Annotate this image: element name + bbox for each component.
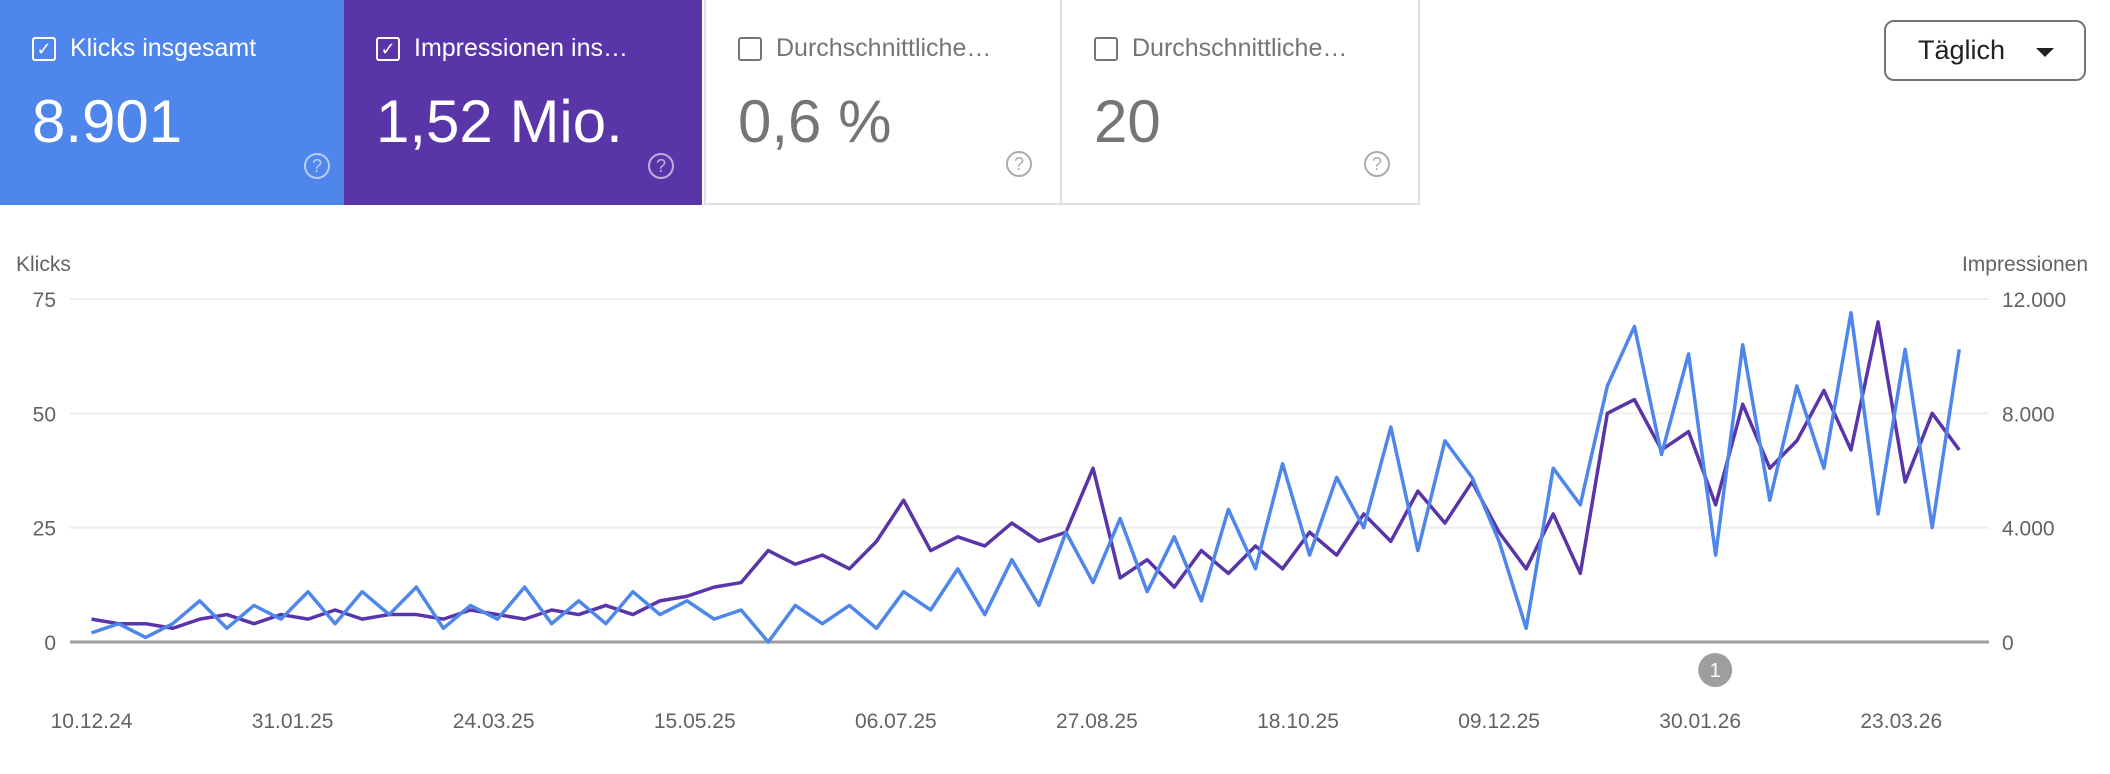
annotation-marker[interactable]	[1698, 653, 1733, 687]
caret-down-icon	[2036, 48, 2054, 57]
y-tick-right: 0	[2002, 632, 2014, 655]
y-tick-right: 12.000	[2002, 289, 2066, 312]
checkbox-checked-icon[interactable]: ✓	[32, 36, 56, 61]
x-tick: 27.08.25	[1056, 710, 1138, 733]
x-tick: 15.05.25	[654, 710, 736, 733]
y-tick-right: 4.000	[2002, 518, 2055, 541]
help-icon[interactable]: ?	[648, 153, 674, 179]
metric-label: Durchschnittliche…	[1132, 34, 1348, 62]
x-tick: 31.01.25	[252, 710, 334, 733]
metric-value: 20	[1094, 88, 1161, 155]
metric-value: 8.901	[32, 88, 183, 155]
series-line-impressionen	[91, 320, 1961, 631]
x-tick: 23.03.26	[1860, 710, 1942, 733]
annotation-label: 1	[1710, 660, 1721, 682]
y-tick-left: 0	[44, 632, 56, 655]
x-tick: 09.12.25	[1458, 710, 1540, 733]
series-line-klicks	[90, 310, 1961, 644]
checkbox-unchecked-icon[interactable]	[1094, 36, 1118, 61]
x-tick: 06.07.25	[855, 710, 937, 733]
period-dropdown[interactable]: Täglich	[1884, 20, 2086, 81]
metric-value: 1,52 Mio.	[376, 88, 623, 155]
y-tick-left: 75	[33, 289, 56, 312]
y-tick-left: 25	[33, 518, 56, 541]
metric-card-ctr[interactable]: Durchschnittliche… 0,6 % ?	[704, 0, 1062, 205]
y-axis-left-title: Klicks	[16, 253, 71, 276]
y-tick-left: 50	[33, 403, 56, 426]
period-dropdown-value: Täglich	[1918, 35, 2006, 65]
metric-value: 0,6 %	[738, 88, 892, 155]
help-icon[interactable]: ?	[1364, 151, 1390, 177]
metric-label: Impressionen ins…	[414, 34, 628, 62]
x-tick: 18.10.25	[1257, 710, 1339, 733]
metric-label: Durchschnittliche…	[776, 34, 992, 62]
metric-card-clicks[interactable]: ✓ Klicks insgesamt 8.901 ?	[0, 0, 358, 205]
metric-label: Klicks insgesamt	[70, 34, 257, 62]
x-tick: 10.12.24	[51, 710, 133, 733]
y-axis-right-title: Impressionen	[1961, 253, 2088, 276]
help-icon[interactable]: ?	[1006, 151, 1032, 177]
help-icon[interactable]: ?	[304, 153, 330, 179]
y-tick-right: 8.000	[2002, 403, 2055, 426]
metric-card-impressions[interactable]: ✓ Impressionen ins… 1,52 Mio. ?	[344, 0, 702, 205]
metric-card-position[interactable]: Durchschnittliche… 20 ?	[1062, 0, 1420, 205]
x-tick: 30.01.26	[1659, 710, 1741, 733]
x-tick: 24.03.25	[453, 710, 535, 733]
checkbox-checked-icon[interactable]: ✓	[376, 36, 400, 61]
checkbox-unchecked-icon[interactable]	[738, 36, 762, 61]
